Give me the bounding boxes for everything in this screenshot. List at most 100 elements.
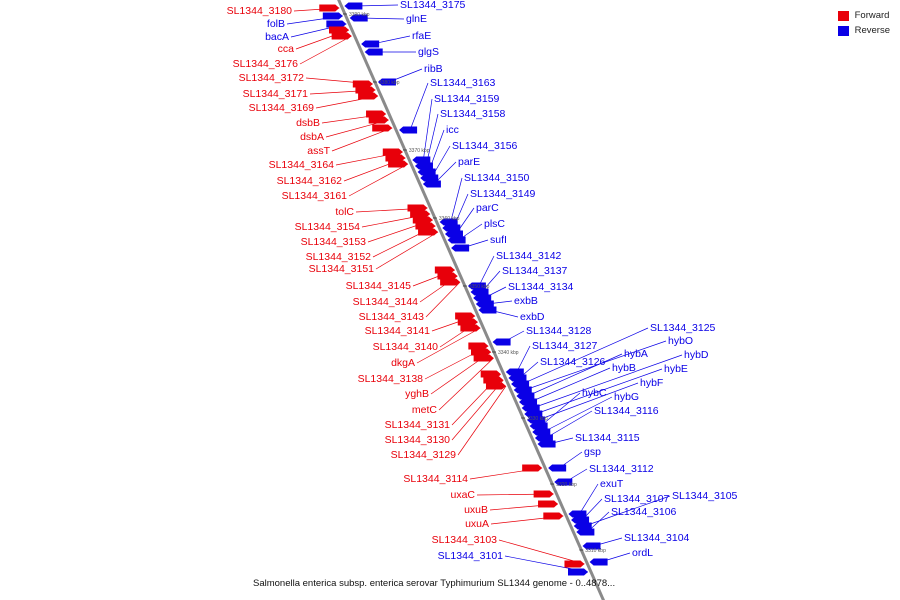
gene-feature[interactable] [368, 116, 389, 124]
gene-label[interactable]: SL1344_3175 [400, 0, 466, 11]
gene-feature[interactable] [455, 312, 476, 320]
gene-label[interactable]: SL1344_3116 [594, 405, 659, 417]
gene-label[interactable]: cca [278, 43, 295, 55]
gene-label[interactable]: SL1344_3114 [403, 473, 468, 485]
gene-feature[interactable] [385, 154, 406, 162]
gene-feature[interactable] [475, 300, 494, 308]
gene-label[interactable]: SL1344_3169 [249, 102, 315, 114]
gene-label[interactable]: SL1344_3106 [611, 506, 677, 518]
gene-feature[interactable] [533, 490, 554, 498]
gene-label[interactable]: SL1344_3172 [239, 72, 305, 84]
gene-label[interactable]: SL1344_3162 [277, 175, 343, 187]
gene-feature[interactable] [568, 510, 587, 518]
gene-feature[interactable] [349, 14, 368, 22]
gene-feature[interactable] [511, 380, 530, 388]
gene-label[interactable]: SL1344_3140 [373, 341, 439, 353]
gene-feature[interactable] [483, 376, 504, 384]
gene-label[interactable]: SL1344_3171 [243, 88, 309, 100]
gene-feature[interactable] [537, 440, 556, 448]
gene-feature[interactable] [519, 398, 538, 406]
gene-feature[interactable] [538, 500, 559, 508]
gene-feature[interactable] [526, 416, 545, 424]
gene-feature[interactable] [524, 410, 543, 418]
gene-feature[interactable] [457, 318, 478, 326]
gene-feature[interactable] [480, 370, 501, 378]
gene-label[interactable]: folB [267, 18, 285, 30]
gene-label[interactable]: SL1344_3103 [432, 534, 498, 546]
gene-label[interactable]: glgS [418, 46, 439, 58]
gene-label[interactable]: glnE [406, 13, 427, 25]
gene-label[interactable]: SL1344_3141 [365, 325, 431, 337]
gene-feature[interactable] [418, 228, 439, 236]
gene-label[interactable]: SL1344_3128 [526, 325, 592, 337]
gene-feature[interactable] [467, 282, 486, 290]
gene-feature[interactable] [420, 174, 439, 182]
gene-feature[interactable] [319, 4, 340, 12]
gene-label[interactable]: SL1344_3163 [430, 77, 496, 89]
gene-label[interactable]: SL1344_3144 [353, 296, 419, 308]
gene-feature[interactable] [582, 542, 601, 550]
gene-feature[interactable] [364, 48, 383, 56]
gene-label[interactable]: SL1344_3176 [233, 58, 299, 70]
gene-label[interactable]: SL1344_3152 [306, 251, 372, 263]
gene-label[interactable]: SL1344_3101 [438, 550, 504, 562]
gene-label[interactable]: SL1344_3130 [385, 434, 451, 446]
gene-label[interactable]: SL1344_3143 [359, 311, 425, 323]
gene-feature[interactable] [444, 230, 463, 238]
gene-label[interactable]: exuT [600, 478, 624, 490]
gene-label[interactable]: ribB [424, 63, 443, 75]
gene-label[interactable]: plsC [484, 218, 505, 230]
gene-label[interactable]: assT [307, 145, 330, 157]
gene-label[interactable]: rfaE [412, 30, 431, 42]
gene-feature[interactable] [543, 512, 564, 520]
gene-feature[interactable] [410, 210, 431, 218]
gene-label[interactable]: uxuB [464, 504, 488, 516]
gene-feature[interactable] [437, 272, 458, 280]
gene-label[interactable]: dkgA [391, 357, 415, 369]
gene-feature[interactable] [485, 382, 506, 390]
gene-feature[interactable] [534, 434, 553, 442]
gene-feature[interactable] [407, 204, 428, 212]
gene-feature[interactable] [473, 294, 492, 302]
gene-label[interactable]: SL1344_3137 [502, 265, 568, 277]
gene-label[interactable]: sufI [490, 234, 507, 246]
gene-feature[interactable] [573, 522, 592, 530]
gene-feature[interactable] [328, 26, 349, 34]
gene-feature[interactable] [399, 126, 418, 134]
gene-label[interactable]: ordL [632, 547, 653, 559]
gene-label[interactable]: SL1344_3153 [301, 236, 367, 248]
gene-feature[interactable] [344, 2, 363, 10]
gene-feature[interactable] [358, 92, 379, 100]
gene-feature[interactable] [361, 40, 380, 48]
gene-feature[interactable] [470, 348, 491, 356]
gene-label[interactable]: SL1344_3159 [434, 93, 500, 105]
gene-label[interactable]: SL1344_3131 [385, 419, 451, 431]
gene-feature[interactable] [412, 156, 431, 164]
gene-label[interactable]: hybF [640, 377, 663, 389]
gene-feature[interactable] [564, 560, 585, 568]
gene-feature[interactable] [382, 148, 403, 156]
gene-label[interactable]: gsp [584, 446, 601, 458]
gene-feature[interactable] [412, 216, 433, 224]
gene-label[interactable]: hybO [668, 335, 693, 347]
gene-label[interactable]: SL1344_3142 [496, 250, 562, 262]
gene-label[interactable]: dsbB [296, 117, 320, 129]
gene-label[interactable]: SL1344_3112 [589, 463, 654, 475]
gene-label[interactable]: SL1344_3105 [672, 490, 738, 502]
gene-label[interactable]: hybA [624, 348, 648, 360]
gene-label[interactable]: SL1344_3134 [508, 281, 574, 293]
gene-label[interactable]: uxuA [465, 518, 489, 530]
gene-label[interactable]: SL1344_3150 [464, 172, 530, 184]
gene-feature[interactable] [571, 516, 590, 524]
gene-feature[interactable] [468, 342, 489, 350]
gene-label[interactable]: parC [476, 202, 499, 214]
gene-label[interactable]: SL1344_3145 [346, 280, 412, 292]
gene-label[interactable]: SL1344_3107 [604, 493, 670, 505]
gene-feature[interactable] [521, 404, 540, 412]
gene-label[interactable]: SL1344_3115 [575, 432, 640, 444]
gene-feature[interactable] [470, 288, 489, 296]
gene-feature[interactable] [529, 422, 548, 430]
gene-feature[interactable] [377, 78, 396, 86]
gene-feature[interactable] [451, 244, 470, 252]
gene-label[interactable]: SL1344_3129 [391, 449, 457, 461]
